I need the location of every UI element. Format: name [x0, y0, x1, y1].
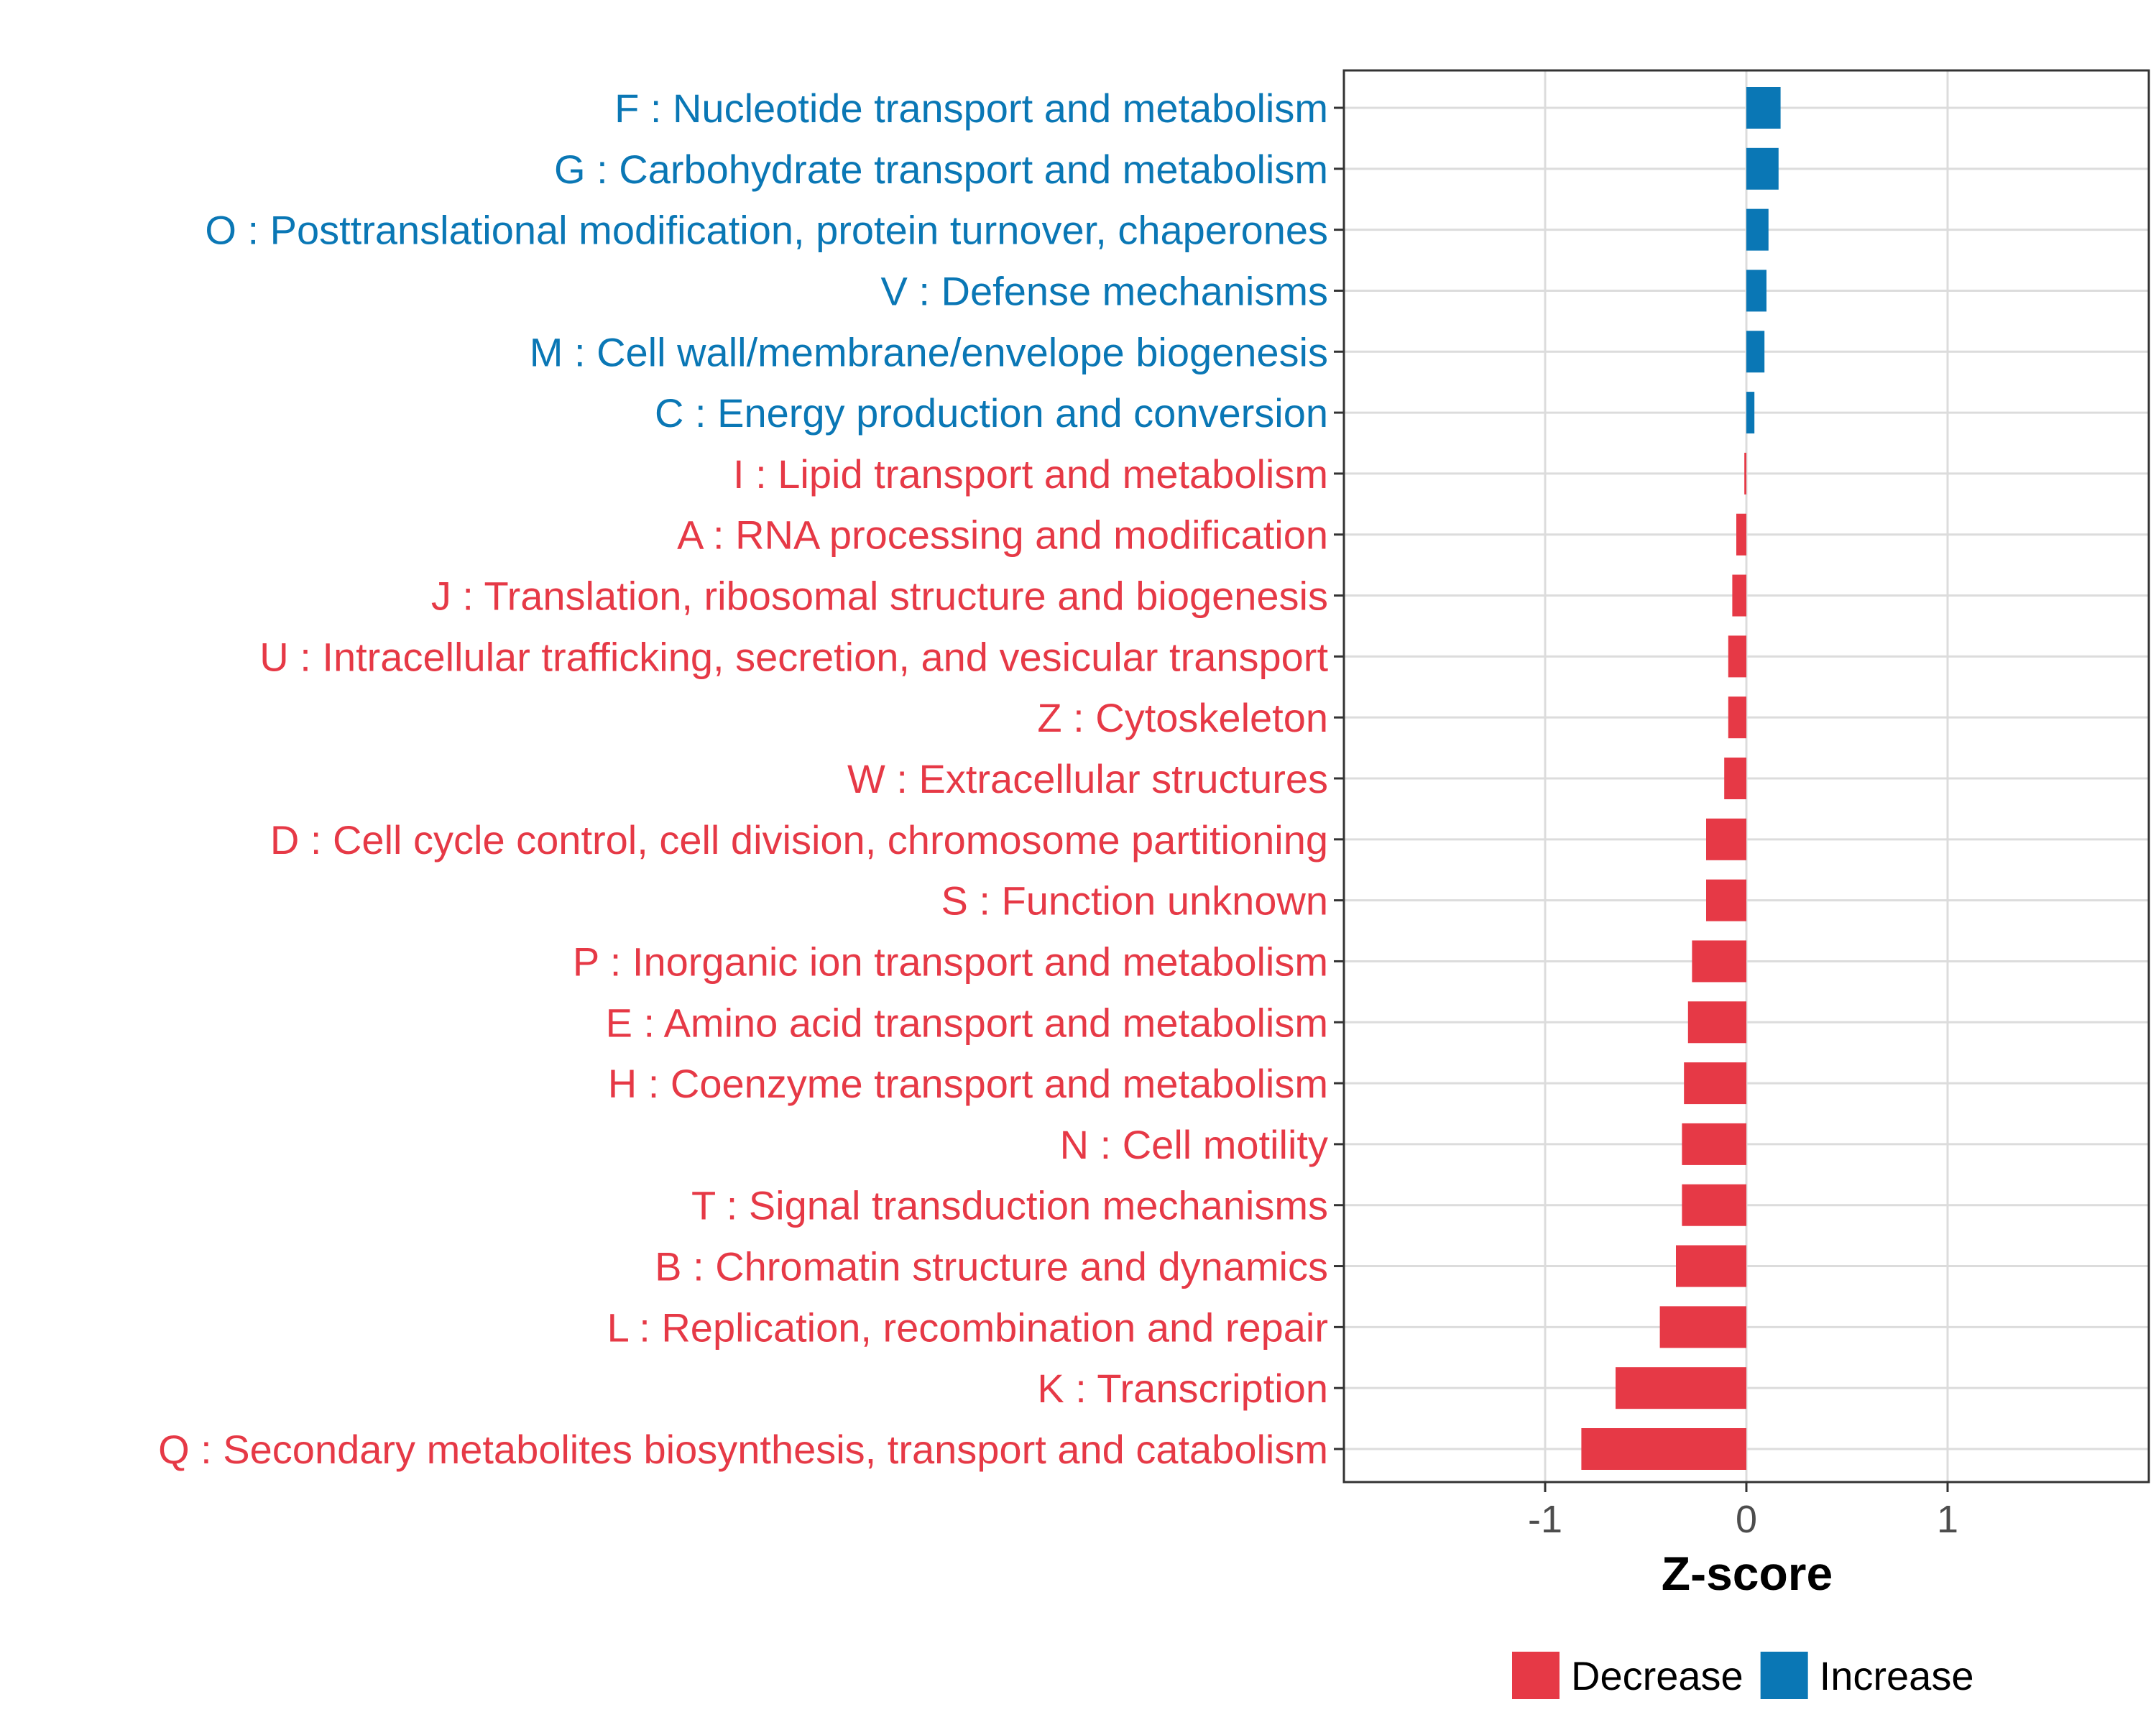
bar-12: [1706, 818, 1746, 860]
category-label-6: I : Lipid transport and metabolism: [733, 451, 1328, 497]
legend-key-decrease: [1512, 1652, 1560, 1699]
legend-label-increase: Increase: [1820, 1653, 1974, 1698]
x-tick-label-0: -1: [1528, 1498, 1562, 1541]
bar-18: [1682, 1184, 1746, 1226]
bar-0: [1746, 87, 1781, 129]
bar-14: [1692, 940, 1746, 983]
bar-16: [1684, 1062, 1746, 1105]
bar-layer: [1581, 87, 1781, 1470]
bar-9: [1728, 635, 1746, 678]
bar-4: [1746, 331, 1765, 373]
category-label-4: M : Cell wall/membrane/envelope biogenes…: [530, 329, 1328, 374]
bar-22: [1581, 1428, 1746, 1470]
bar-21: [1616, 1367, 1746, 1409]
category-label-22: Q : Secondary metabolites biosynthesis, …: [158, 1427, 1328, 1472]
x-tick-label-1: 0: [1736, 1498, 1757, 1541]
bar-2: [1746, 208, 1769, 251]
category-label-5: C : Energy production and conversion: [655, 390, 1328, 436]
x-axis-title: Z-score: [1662, 1547, 1833, 1600]
legend-key-increase: [1760, 1652, 1808, 1699]
bar-20: [1659, 1306, 1746, 1348]
bar-5: [1746, 392, 1755, 434]
category-label-layer: F : Nucleotide transport and metabolism G…: [158, 86, 1344, 1472]
category-label-10: Z : Cytoskeleton: [1037, 695, 1328, 740]
category-label-11: W : Extracellular structures: [847, 756, 1328, 801]
category-label-18: T : Signal transduction mechanisms: [691, 1183, 1328, 1228]
bar-13: [1706, 879, 1746, 921]
category-label-16: H : Coenzyme transport and metabolism: [608, 1061, 1328, 1106]
bar-15: [1687, 1001, 1746, 1044]
category-label-15: E : Amino acid transport and metabolism: [606, 1000, 1328, 1045]
category-label-14: P : Inorganic ion transport and metaboli…: [573, 939, 1328, 984]
category-label-12: D : Cell cycle control, cell division, c…: [270, 817, 1328, 862]
x-tick-label-2: 1: [1937, 1498, 1958, 1541]
category-label-8: J : Translation, ribosomal structure and…: [431, 574, 1328, 619]
category-label-7: A : RNA processing and modification: [677, 512, 1328, 558]
category-label-13: S : Function unknown: [941, 878, 1328, 924]
legend: Decrease Increase: [1512, 1652, 1973, 1699]
legend-label-decrease: Decrease: [1571, 1653, 1743, 1698]
category-label-19: B : Chromatin structure and dynamics: [655, 1244, 1328, 1289]
bar-10: [1728, 696, 1746, 739]
bar-8: [1732, 574, 1746, 617]
category-label-2: O : Posttranslational modification, prot…: [205, 208, 1328, 253]
bar-6: [1744, 452, 1746, 494]
bar-17: [1682, 1123, 1746, 1165]
category-label-0: F : Nucleotide transport and metabolism: [614, 86, 1328, 131]
category-label-20: L : Replication, recombination and repai…: [607, 1305, 1328, 1350]
category-label-17: N : Cell motility: [1060, 1122, 1328, 1167]
bar-11: [1724, 758, 1746, 799]
category-label-9: U : Intracellular trafficking, secretion…: [259, 634, 1328, 679]
bar-7: [1736, 513, 1746, 556]
bar-19: [1676, 1245, 1746, 1287]
category-label-3: V : Defense mechanisms: [881, 268, 1328, 313]
bar-1: [1746, 147, 1779, 190]
x-axis-ticks: -1 0 1: [1528, 1482, 1958, 1541]
category-label-21: K : Transcription: [1037, 1366, 1328, 1411]
bar-3: [1746, 270, 1766, 312]
category-label-1: G : Carbohydrate transport and metabolis…: [554, 147, 1328, 192]
